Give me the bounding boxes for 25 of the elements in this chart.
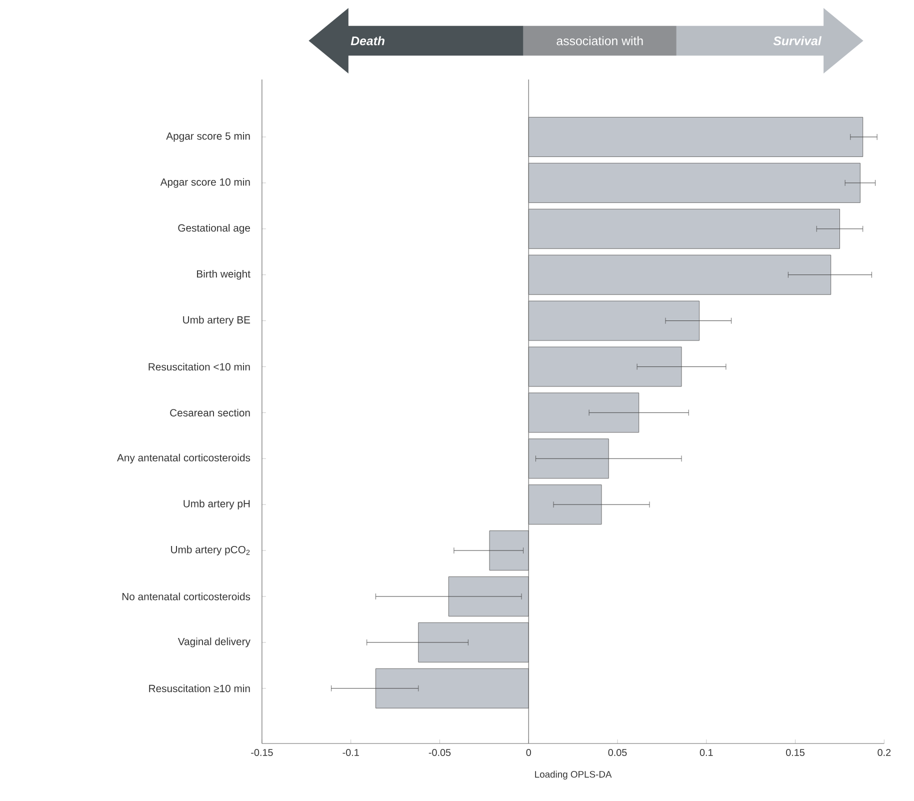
y-tick-label: No antenatal corticosteroids — [122, 592, 250, 600]
x-tick-label: -0.1 — [342, 748, 359, 756]
x-tick-label: -0.05 — [428, 748, 451, 756]
text: Death — [350, 36, 384, 46]
y-tick-label: Birth weight — [197, 270, 250, 280]
y-tick-label: Apgar score 5 min — [166, 132, 250, 142]
x-tick-label: 0 — [526, 748, 531, 756]
text: association with — [556, 36, 643, 46]
y-tick-label: Cesarean section — [170, 408, 250, 416]
x-tick-label: 0.1 — [700, 748, 713, 756]
y-tick-label: Apgar score 10 min — [160, 178, 250, 188]
x-tick-label: 0.2 — [878, 748, 891, 756]
y-tick-label: Any antenatal corticosteroids — [117, 454, 250, 464]
x-tick-label: 0.15 — [786, 748, 805, 756]
text: Survival — [773, 36, 822, 46]
x-tick-label: 0.05 — [608, 748, 627, 756]
x-tick-label: -0.15 — [251, 748, 273, 756]
y-tick-label: Resuscitation ≥10 min — [149, 684, 250, 692]
y-tick-label: Umb artery BE — [183, 316, 250, 326]
y-tick-label: Umb artery pH — [184, 500, 250, 510]
y-tick-label: Vaginal delivery — [178, 638, 250, 648]
y-tick-label: Umb artery pCO$_{2}$ — [171, 546, 250, 556]
x-axis-title: Loading OPLS-DA — [535, 770, 612, 780]
y-tick-label: Gestational age — [178, 224, 250, 234]
y-tick-label: Resuscitation <10 min — [148, 362, 250, 370]
